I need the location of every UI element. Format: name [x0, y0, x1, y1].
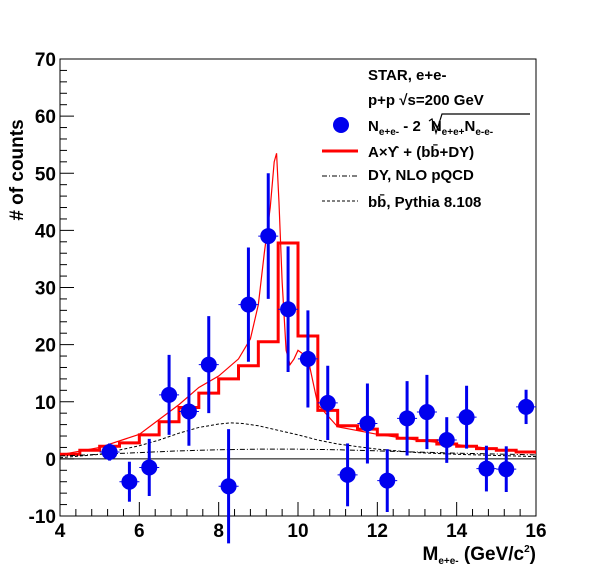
x-axis-title: Me+e- (GeV/c2) [423, 544, 537, 567]
data-point [436, 417, 457, 463]
y-tick-label: 70 [35, 50, 56, 71]
data-point [297, 310, 318, 408]
point-marker [478, 460, 495, 477]
data-point [278, 246, 299, 373]
point-marker [121, 473, 138, 490]
point-marker [438, 432, 455, 449]
data-point [317, 365, 338, 441]
y-axis-title: # of counts [7, 119, 28, 220]
point-marker [200, 356, 217, 373]
legend-header-star: STAR, e+e- [368, 67, 447, 84]
x-tick-label: 6 [134, 521, 145, 542]
legend-dy-label: DY, NLO pQCD [368, 167, 474, 184]
data-point [238, 247, 259, 362]
legend-bb-entry: bb̄, Pythia 8.108 [322, 193, 481, 211]
point-marker [141, 459, 158, 476]
x-tick-label: 10 [287, 521, 308, 542]
legend-data-marker [333, 117, 349, 133]
point-marker [260, 228, 277, 245]
x-tick-label: 12 [367, 521, 388, 542]
point-marker [319, 394, 336, 411]
y-tick-label: 60 [35, 107, 56, 128]
point-marker [418, 404, 435, 421]
legend-data-label: Ne+e- - 2 Ne+e+Ne-e- [368, 118, 493, 138]
y-tick-label: 30 [35, 279, 56, 300]
legend-sqrt-sign [428, 113, 530, 136]
y-tick-label: 10 [35, 393, 56, 414]
axis-ticks [59, 58, 537, 517]
point-marker [101, 444, 118, 461]
data-point [139, 438, 160, 497]
y-tick-label: 40 [35, 221, 56, 242]
point-marker [379, 472, 396, 489]
data-point [397, 381, 418, 456]
legend-dy-entry: DY, NLO pQCD [322, 167, 474, 184]
data-point [119, 461, 140, 502]
point-marker [280, 301, 297, 318]
point-marker [498, 461, 515, 478]
data-point [476, 445, 497, 492]
point-marker [180, 403, 197, 420]
data-point [258, 173, 279, 299]
data-point [377, 449, 398, 513]
y-tick-label: -10 [29, 507, 56, 528]
y-tick-label: 0 [45, 450, 56, 471]
tick-labels: 4 6 8 10 12 14 16 -10 0 10 20 30 40 50 60 70 [29, 50, 547, 542]
bb-pythia-curve [59, 422, 537, 459]
legend-fit-entry: A×ϒ + (bb̄+DY) [322, 143, 474, 161]
data-point [198, 316, 219, 414]
data-point [496, 446, 517, 493]
legend-header-energy: p+p √s=200 GeV [368, 92, 484, 109]
legend-bb-label: bb̄, Pythia 8.108 [368, 193, 481, 211]
x-tick-label: 8 [213, 521, 224, 542]
data-point [99, 443, 120, 461]
fit-fine-curve [59, 153, 537, 456]
point-marker [299, 350, 316, 367]
data-point [416, 374, 437, 450]
point-marker [518, 398, 535, 415]
x-tick-label: 4 [55, 521, 66, 542]
data-point [357, 383, 378, 464]
data-point [456, 385, 477, 449]
legend: STAR, e+e- p+p √s=200 GeV Ne+e- - 2 Ne+e+… [322, 67, 530, 211]
point-marker [399, 410, 416, 427]
data-points [99, 173, 537, 544]
point-marker [458, 409, 475, 426]
data-point [159, 354, 180, 435]
data-point [218, 429, 239, 544]
data-point [516, 389, 537, 425]
point-marker [240, 296, 257, 313]
point-marker [359, 415, 376, 432]
point-marker [220, 478, 237, 495]
legend-data-entry: Ne+e- - 2 Ne+e+Ne-e- [333, 113, 530, 138]
y-tick-label: 20 [35, 336, 56, 357]
data-point [178, 377, 199, 446]
legend-fit-label: A×ϒ + (bb̄+DY) [368, 143, 474, 161]
y-tick-label: 50 [35, 164, 56, 185]
data-point [337, 443, 358, 507]
point-marker [161, 386, 178, 403]
model-curves [59, 153, 537, 459]
point-marker [339, 466, 356, 483]
x-tick-label: 16 [525, 521, 546, 542]
x-tick-label: 14 [446, 521, 468, 542]
